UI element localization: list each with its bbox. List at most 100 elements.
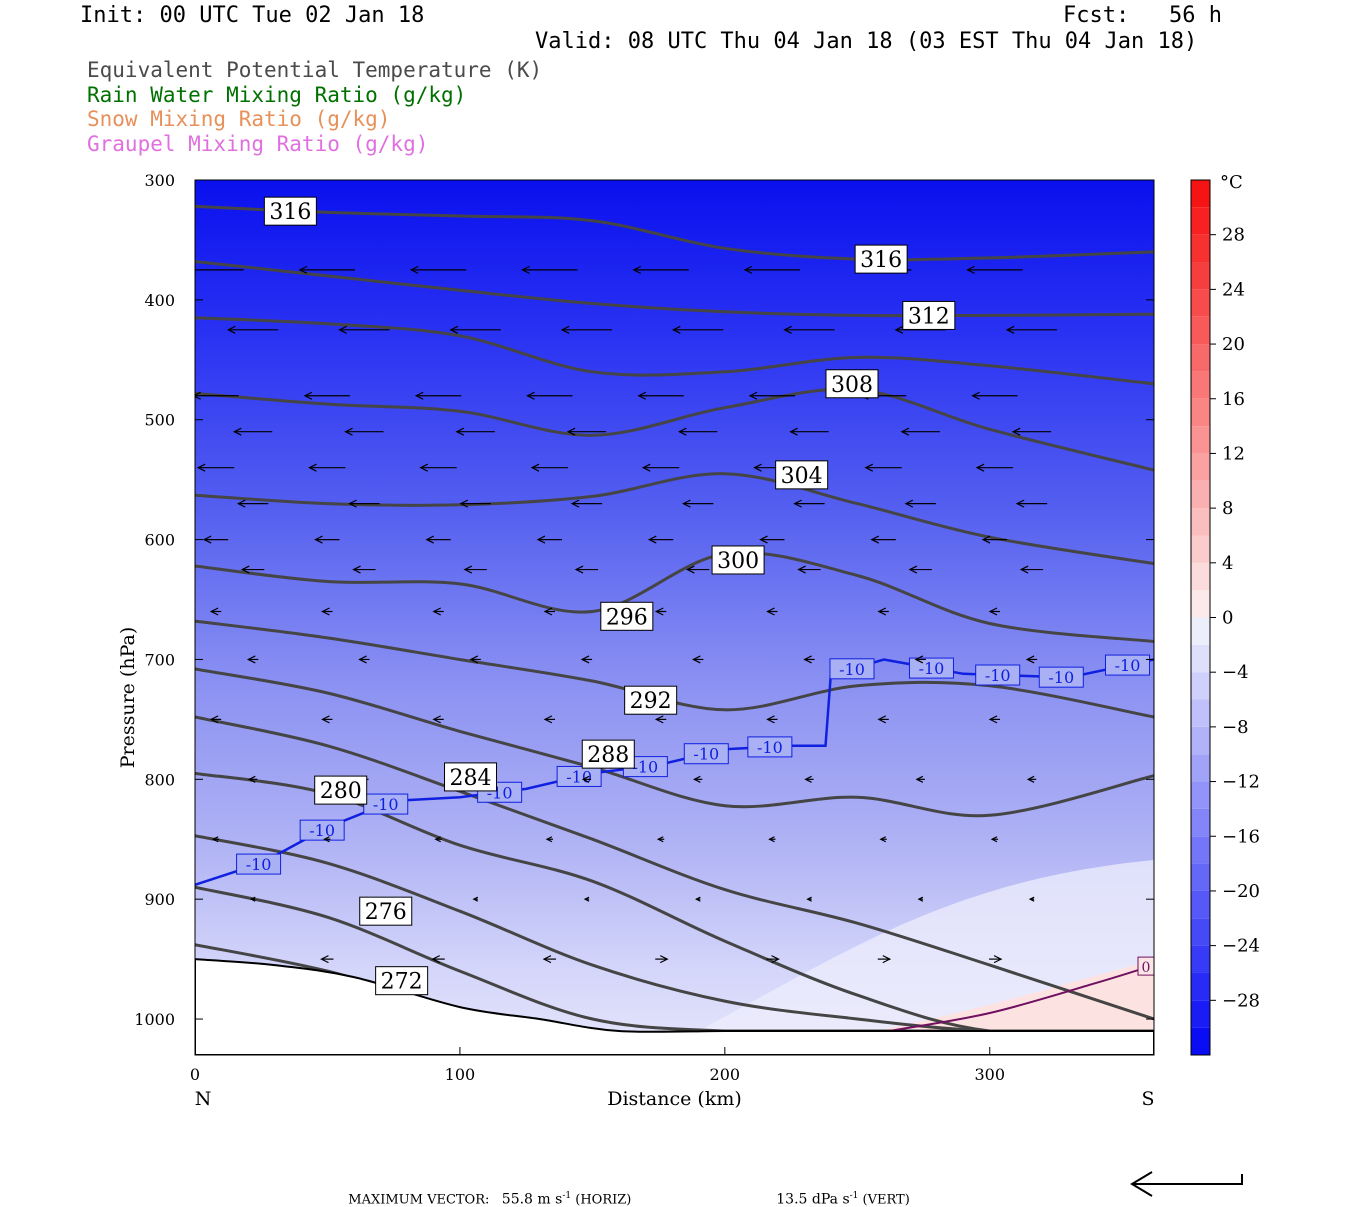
colorbar-swatch xyxy=(1191,644,1210,673)
theta-e-label: 292 xyxy=(630,689,672,714)
theta-e-label-box xyxy=(314,775,368,805)
colorbar-label: 12 xyxy=(1222,443,1245,464)
wind-vector-head xyxy=(1005,325,1015,334)
wind-vector-head xyxy=(338,325,347,334)
terrain xyxy=(195,958,1154,1055)
isotherm-label-box xyxy=(299,819,345,841)
wind-vector-head xyxy=(637,391,647,400)
wind-vector-head xyxy=(321,715,330,724)
theta-e-contour xyxy=(195,551,1154,643)
wind-vector-head xyxy=(692,655,701,664)
wind-vector-head xyxy=(449,325,459,334)
wind-vector-head xyxy=(419,463,428,472)
y-axis-label: Pressure (hPa) xyxy=(117,627,139,769)
wind-vector-head xyxy=(682,499,691,508)
reference-vector-head xyxy=(1130,1171,1153,1197)
wind-vector-head xyxy=(988,607,998,616)
wind-vector-head xyxy=(521,265,530,274)
wind-vector-head xyxy=(570,499,580,508)
wind-vector-head xyxy=(321,607,330,616)
wind-vector-head xyxy=(748,391,758,400)
zero-isotherm-line xyxy=(888,964,1154,1032)
wind-vector-head xyxy=(308,463,317,472)
wind-vector-head xyxy=(209,607,219,616)
wind-vector-head xyxy=(803,655,812,664)
theta-e-label: 276 xyxy=(365,900,407,925)
colorbar-swatch xyxy=(1191,508,1210,536)
wind-vector-head xyxy=(804,775,812,783)
wind-vector-head xyxy=(753,463,762,472)
wind-vector-head xyxy=(1025,655,1035,664)
wind-vector-head xyxy=(993,955,1003,964)
wind-vector-head xyxy=(789,427,798,436)
wind-vector-head xyxy=(654,715,664,724)
wind-vector-head xyxy=(432,715,441,724)
colorbar-swatch xyxy=(1191,480,1210,509)
wind-vector-head xyxy=(566,427,576,436)
theta-e-label-box xyxy=(263,196,317,226)
wind-vector-head xyxy=(530,463,540,472)
wind-vector-head xyxy=(209,715,219,724)
wind-vector-head xyxy=(915,775,924,783)
wind-vector-head xyxy=(966,265,975,274)
wind-vector-head xyxy=(981,535,991,544)
isotherm-label: -10 xyxy=(566,767,592,786)
max-vector-vert: 13.5 dPa s xyxy=(776,1191,850,1207)
theta-e-label: 272 xyxy=(381,970,423,995)
wind-vector-head xyxy=(1011,427,1021,436)
x-axis-label: Distance (km) xyxy=(607,1088,742,1110)
isotherm-label-box xyxy=(908,657,954,679)
y-tick-label: 800 xyxy=(144,770,175,789)
isotherm-label: -10 xyxy=(839,660,865,679)
wind-vector-head xyxy=(463,565,473,574)
wind-vector-head xyxy=(990,836,998,843)
colorbar-swatch xyxy=(1191,836,1210,864)
colorbar-swatch xyxy=(1191,426,1210,454)
colorbar-swatch xyxy=(1191,1000,1210,1028)
wind-vector-head xyxy=(1019,565,1029,574)
wind-vector-head xyxy=(358,655,367,664)
wind-vector-head xyxy=(806,896,812,902)
isotherm-label-box xyxy=(1105,654,1151,676)
zero-isotherm-label-box xyxy=(1137,956,1154,976)
colorbar-swatch xyxy=(1191,371,1210,399)
wind-vector-head xyxy=(766,715,775,724)
colorbar-swatch xyxy=(1191,699,1210,727)
wind-vector-head xyxy=(693,775,701,783)
theta-e-label-box xyxy=(359,896,413,926)
minus-10-isotherm: -10-10-10-10-10-10-10 -10-10 -10 -10 -10-10 xyxy=(195,654,1154,886)
isotherm-label-box xyxy=(747,736,793,758)
y-tick-label: 600 xyxy=(144,531,175,550)
theta-e-contour xyxy=(195,204,1154,262)
wind-vector-head xyxy=(768,836,775,843)
isotherm-label-box xyxy=(556,765,602,787)
theta-e-label-box xyxy=(581,739,635,769)
colorbar-swatch xyxy=(1191,562,1210,591)
isotherm-label: -10 xyxy=(919,659,945,678)
wind-vector-head xyxy=(1028,896,1035,902)
colorbar-swatch xyxy=(1191,808,1210,837)
isotherm-label: -10 xyxy=(632,758,658,777)
isotherm-label: -10 xyxy=(373,795,399,814)
wind-vector-head xyxy=(771,955,780,964)
theta-e-label: 312 xyxy=(908,304,950,329)
wind-vector-head xyxy=(303,391,313,400)
colorbar-label: −4 xyxy=(1222,662,1249,683)
wind-vector-head xyxy=(432,607,441,616)
above-freezing-shading xyxy=(880,960,1154,1030)
colorbar-swatch xyxy=(1191,398,1210,427)
x-tick-label: 0 xyxy=(190,1065,200,1084)
colorbar-label: 8 xyxy=(1222,498,1233,519)
wind-vector-head xyxy=(196,463,206,472)
theta-e-label-box xyxy=(902,300,956,330)
wind-vector-head xyxy=(759,535,768,544)
wind-vector-head xyxy=(536,535,546,544)
zero-isotherm-label: 0 xyxy=(1142,960,1151,976)
wind-vector-head xyxy=(1015,499,1025,508)
colorbar: 28 24 20 16 12 8 4 0 −4 −8 −12 −16 −20 −24 −28 °C xyxy=(1190,172,1260,1056)
colorbar-swatch xyxy=(1191,863,1210,891)
wind-vector-head xyxy=(314,535,323,544)
wind-vector-head xyxy=(654,607,664,616)
isotherm-label: -10 xyxy=(693,745,719,764)
wind-vector-head xyxy=(793,499,802,508)
